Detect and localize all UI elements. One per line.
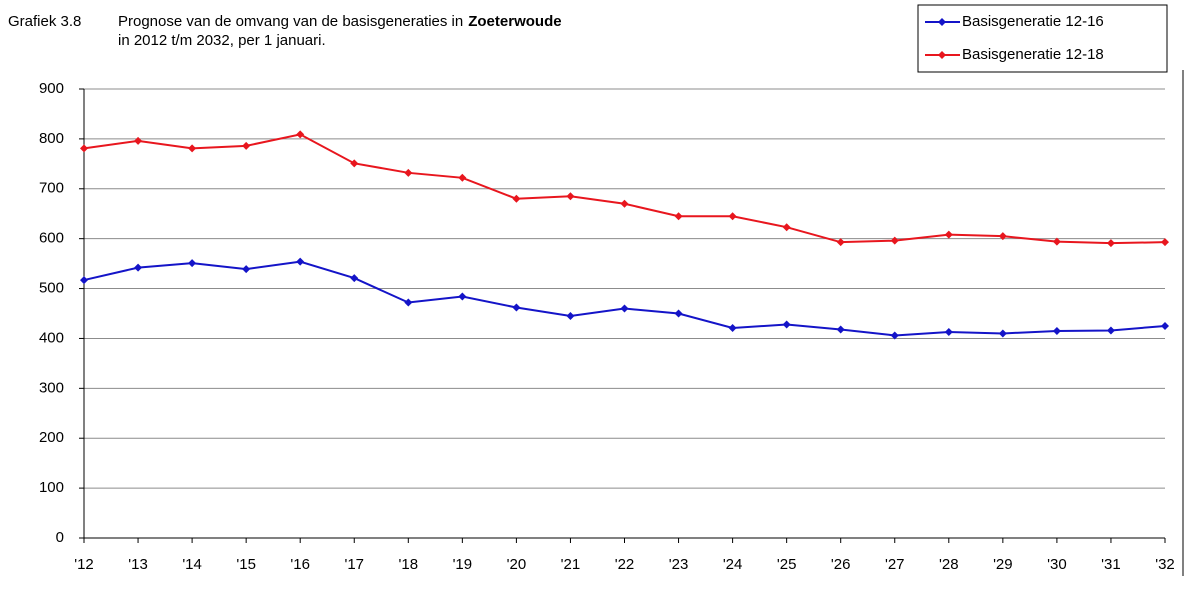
point-marker	[404, 168, 413, 177]
point-marker	[458, 173, 467, 182]
y-tick-label: 0	[56, 529, 64, 546]
chart-subtitle: in 2012 t/m 2032, per 1 januari.	[118, 32, 326, 49]
point-marker	[242, 265, 251, 274]
point-marker	[296, 130, 305, 139]
y-tick-label: 100	[39, 479, 64, 496]
x-tick-label: '31	[1101, 556, 1121, 573]
x-tick-label: '13	[128, 556, 148, 573]
y-tick-label: 400	[39, 329, 64, 346]
x-tick-label: '18	[399, 556, 419, 573]
x-tick-label: '28	[939, 556, 959, 573]
point-marker	[458, 292, 467, 301]
x-tick-label: '29	[993, 556, 1013, 573]
point-marker	[1106, 326, 1115, 335]
point-marker	[890, 236, 899, 245]
point-marker	[350, 274, 359, 283]
point-marker	[620, 304, 629, 313]
point-marker	[890, 331, 899, 340]
x-tick-label: '30	[1047, 556, 1067, 573]
point-marker	[188, 144, 197, 153]
x-tick-label: '24	[723, 556, 743, 573]
point-marker	[350, 159, 359, 168]
point-marker	[512, 303, 521, 312]
x-tick-label: '32	[1155, 556, 1175, 573]
point-marker	[998, 232, 1007, 241]
y-tick-label: 500	[39, 280, 64, 297]
x-tick-label: '12	[74, 556, 94, 573]
x-tick-label: '21	[561, 556, 581, 573]
point-marker	[512, 194, 521, 203]
point-marker	[944, 327, 953, 336]
point-marker	[242, 141, 251, 150]
x-tick-label: '17	[344, 556, 364, 573]
point-marker	[836, 325, 845, 334]
x-tick-label: '26	[831, 556, 851, 573]
y-tick-label: 200	[39, 429, 64, 446]
point-marker	[80, 144, 88, 153]
point-marker	[1161, 238, 1169, 247]
point-marker	[674, 212, 683, 221]
x-tick-label: '16	[290, 556, 310, 573]
x-tick-label: '25	[777, 556, 797, 573]
point-marker	[1052, 326, 1061, 335]
legend-label: Basisgeneratie 12-16	[962, 13, 1104, 30]
y-tick-label: 300	[39, 379, 64, 396]
point-marker	[566, 311, 575, 320]
point-marker	[404, 298, 413, 307]
y-tick-label: 900	[39, 80, 64, 97]
y-tick-label: 700	[39, 180, 64, 197]
point-marker	[782, 320, 791, 329]
y-tick-label: 600	[39, 230, 64, 247]
point-marker	[134, 136, 143, 145]
point-marker	[80, 276, 88, 285]
legend-marker	[938, 51, 946, 59]
x-tick-label: '22	[615, 556, 635, 573]
point-marker	[782, 223, 791, 232]
x-tick-label: '23	[669, 556, 689, 573]
point-marker	[728, 323, 737, 332]
point-marker	[296, 257, 305, 266]
point-marker	[674, 309, 683, 318]
x-tick-label: '15	[236, 556, 256, 573]
chart-title: Prognose van de omvang van de basisgener…	[118, 13, 463, 30]
x-tick-label: '14	[182, 556, 202, 573]
point-marker	[1052, 237, 1061, 246]
x-tick-label: '27	[885, 556, 905, 573]
legend-box	[917, 4, 1168, 73]
legend-marker	[938, 18, 946, 26]
point-marker	[188, 259, 197, 268]
figure-label: Grafiek 3.8	[8, 13, 81, 30]
legend-label: Basisgeneratie 12-18	[962, 46, 1104, 63]
x-tick-label: '19	[453, 556, 473, 573]
y-tick-label: 800	[39, 130, 64, 147]
point-marker	[1106, 239, 1115, 248]
chart-title-emphasis: Zoeterwoude	[468, 13, 561, 30]
point-marker	[944, 230, 953, 239]
point-marker	[998, 329, 1007, 338]
x-tick-label: '20	[507, 556, 527, 573]
point-marker	[566, 192, 575, 201]
point-marker	[134, 263, 143, 272]
point-marker	[620, 199, 629, 208]
point-marker	[728, 212, 737, 221]
point-marker	[836, 238, 845, 247]
point-marker	[1161, 321, 1169, 330]
